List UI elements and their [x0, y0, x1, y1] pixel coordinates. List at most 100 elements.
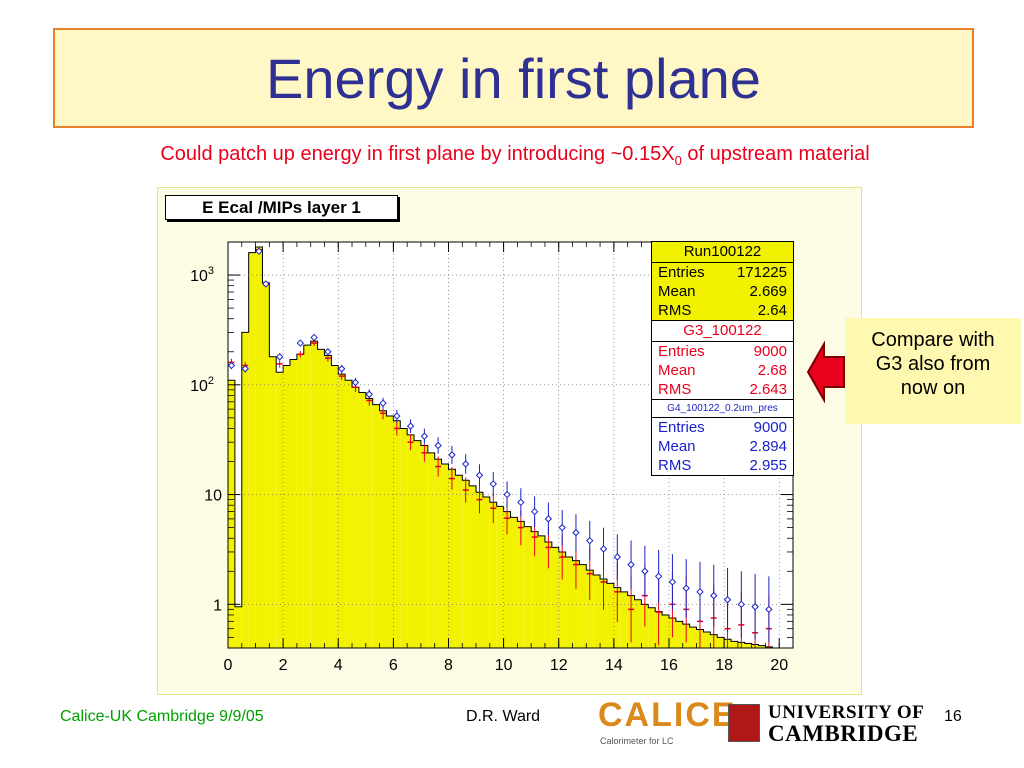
g4-point [324, 348, 332, 356]
footer-event: Calice-UK Cambridge 9/9/05 [60, 708, 264, 725]
stat-value: 2.64 [757, 302, 787, 319]
stats-row: Mean 2.894 [652, 437, 793, 456]
stats-row: RMS 2.64 [652, 301, 793, 321]
histogram-bar [703, 631, 711, 648]
g4-point [489, 480, 497, 488]
histogram-bar [496, 506, 504, 648]
calice-logo-subtitle: Calorimeter for LC [600, 736, 674, 746]
histogram-bar [331, 365, 339, 648]
g4-point [379, 399, 387, 407]
stats-g4: G4_100122_0.2um_pres Entries 9000 Mean 2.8… [652, 400, 793, 475]
x-tick-label: 4 [334, 657, 343, 674]
stat-label: RMS [658, 457, 692, 474]
histogram-bar [234, 606, 242, 648]
g4-point [641, 567, 649, 575]
histogram-bar [730, 641, 738, 648]
histogram-bar [717, 637, 725, 648]
g4-point [475, 471, 484, 479]
histogram-bar [551, 547, 559, 648]
g4-point [530, 507, 539, 516]
g4-point [227, 361, 236, 370]
histogram-bar [469, 485, 477, 648]
cambridge-logo-line2: CAMBRIDGE [768, 721, 919, 746]
stat-label: Entries [658, 419, 705, 436]
stats-row: Mean 2.669 [652, 282, 793, 301]
g4-point [310, 333, 318, 342]
histogram-title: E Ecal /MIPs layer 1 [165, 195, 398, 220]
histogram-bar [744, 643, 752, 648]
histogram-bar [414, 440, 421, 648]
x-tick-label: 12 [550, 657, 568, 674]
histogram-bar [269, 356, 277, 648]
histogram-bar [248, 252, 256, 648]
histogram-bar [524, 526, 532, 648]
histogram-bar [276, 372, 284, 648]
g4-point [448, 451, 456, 459]
stat-value: 171225 [736, 264, 787, 281]
histogram-bar [345, 380, 353, 648]
histogram-bar [689, 627, 697, 648]
histogram-bar [572, 560, 580, 648]
histogram-bar [407, 434, 415, 648]
stat-label: Entries [658, 264, 705, 281]
g4-point [255, 247, 263, 255]
left-arrow-icon [806, 341, 845, 403]
crest-icon [728, 704, 760, 742]
histogram-bar [476, 492, 483, 648]
histogram-bar [634, 599, 642, 648]
histogram-bar [255, 247, 263, 649]
g4-point [558, 523, 566, 532]
g4-point [682, 584, 690, 592]
x-tick-label: 18 [715, 657, 733, 674]
g4-point [654, 572, 663, 581]
y-tick-label: 1 [213, 597, 222, 614]
histogram-bar [352, 387, 359, 648]
stats-row: Entries 9000 [652, 342, 793, 361]
histogram-bar [358, 392, 366, 648]
g4-point [337, 365, 346, 373]
histogram-bar [386, 415, 394, 648]
histogram-bar [393, 420, 401, 648]
g4-point [737, 600, 746, 609]
plot-frame: 0 2 4 6 8 10 12 14 16 18 20 1 10 102 103 E Ecal /MIPs … [157, 187, 862, 695]
g4-point [296, 339, 305, 347]
histogram-bar [586, 570, 594, 648]
g4-point [393, 412, 401, 420]
stat-value: 2.643 [749, 381, 787, 398]
x-tick-label: 14 [605, 657, 623, 674]
callout-line: Compare with [871, 329, 995, 351]
histogram-bar [565, 556, 573, 648]
histogram-bar [400, 428, 408, 648]
g4-point [365, 390, 373, 398]
histogram-bar [434, 459, 442, 648]
stats-g3-name: G3_100122 [652, 321, 793, 342]
histogram-bar [544, 541, 552, 648]
stat-value: 2.894 [749, 438, 787, 455]
histogram-bar [758, 645, 766, 648]
title-box: Energy in first plane [53, 28, 974, 128]
g4-point [351, 378, 360, 387]
g4-point [751, 603, 759, 611]
y-tick-label: 103 [190, 265, 214, 285]
stats-g4-name: G4_100122_0.2um_pres [652, 400, 793, 418]
histogram-bar [538, 535, 545, 648]
histogram-bar [448, 469, 456, 648]
g4-point [517, 498, 525, 507]
x-tick-label: 6 [389, 657, 398, 674]
stat-label: RMS [658, 302, 692, 319]
g4-point [723, 596, 732, 604]
histogram-bar [606, 583, 614, 648]
g4-point [765, 605, 773, 614]
stats-g3: G3_100122 Entries 9000 Mean 2.68 RMS 2.643 [652, 321, 793, 400]
histogram-bar [675, 621, 683, 648]
stat-value: 9000 [753, 343, 787, 360]
histogram-bar [372, 404, 380, 648]
histogram-bar [579, 564, 587, 648]
subtitle-pre: Could patch up energy in first plane by … [160, 143, 675, 165]
histogram-bar [427, 452, 435, 648]
g4-point [544, 515, 553, 523]
histogram-bar [338, 374, 346, 648]
g4-point [710, 591, 718, 600]
stat-label: RMS [658, 381, 692, 398]
stat-label: Mean [658, 438, 696, 455]
